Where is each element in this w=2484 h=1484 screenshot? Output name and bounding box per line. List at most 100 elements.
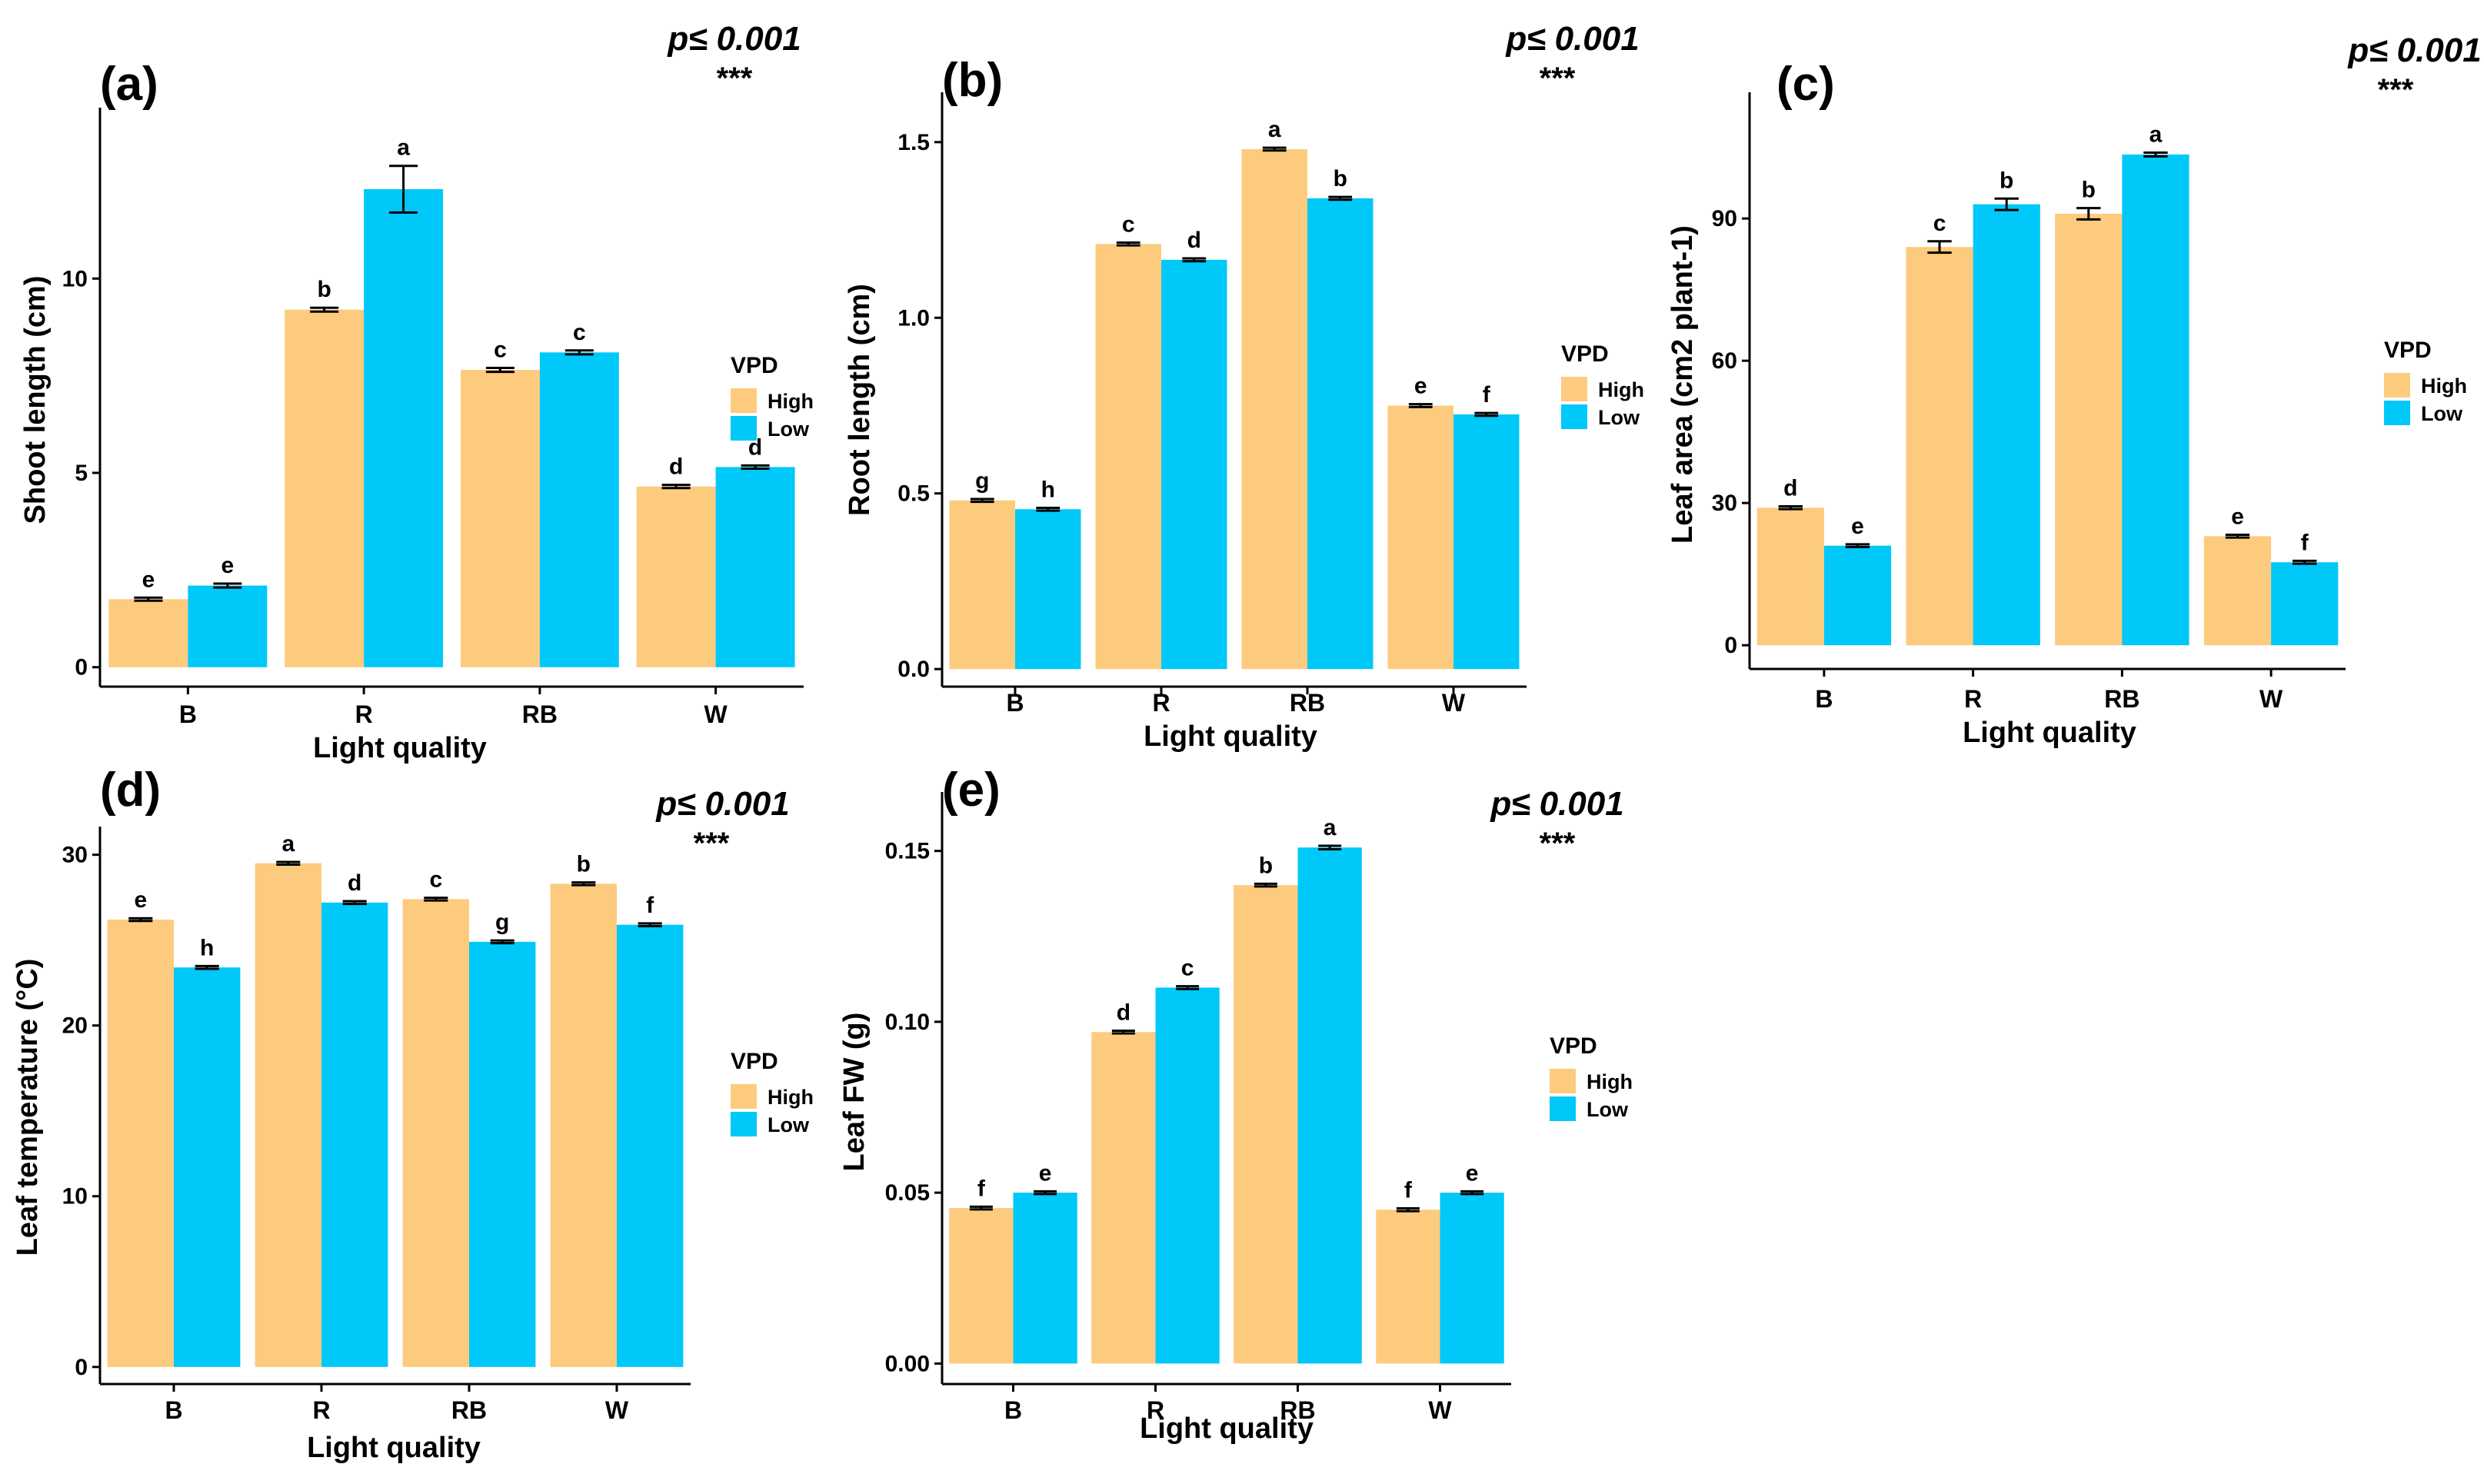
- x-tick-label: W: [1442, 689, 1466, 717]
- legend-label-high: High: [768, 1086, 814, 1109]
- significance-letter: a: [2149, 121, 2163, 147]
- bar-high-r: [1906, 247, 1973, 646]
- bar-high-w: [1387, 405, 1453, 670]
- bar-high-w: [2203, 536, 2272, 646]
- significance-letter: d: [348, 870, 361, 896]
- legend-swatch-high: [731, 388, 757, 413]
- x-tick-label: R: [1147, 1396, 1164, 1424]
- x-tick-label: R: [312, 1396, 330, 1424]
- x-axis-title: Light quality: [313, 732, 487, 764]
- bar-high-rb: [460, 370, 540, 667]
- y-axis-title: Leaf FW (g): [838, 1013, 871, 1172]
- legend-label-high: High: [768, 390, 814, 413]
- panel-label: (d): [100, 764, 161, 817]
- x-tick-label: B: [1815, 685, 1833, 713]
- y-tick-label: 5: [75, 461, 88, 486]
- x-tick-label: RB: [451, 1396, 487, 1424]
- bar-low-rb: [2122, 154, 2189, 646]
- chart-panel-3: d c b e e b a f 0 30 60 90 B R RB W Light quality Leaf ar…: [1667, 32, 2482, 749]
- chart-panel-5: f d b f e c a e 0.00 0.05 0.10 0.15 B R RB W Light quali…: [838, 764, 1633, 1445]
- panel-label: (a): [100, 58, 158, 111]
- y-tick-label: 0: [1724, 633, 1737, 658]
- y-tick-label: 0: [75, 1355, 88, 1380]
- significance-letter: c: [573, 320, 586, 345]
- significance-letter: a: [397, 135, 410, 161]
- significance-letter: f: [2301, 530, 2309, 555]
- x-tick-label: B: [165, 1396, 182, 1424]
- x-axis-title: Light quality: [1144, 720, 1317, 753]
- legend-swatch-low: [1550, 1096, 1576, 1121]
- significance-letter: f: [646, 893, 654, 918]
- x-axis-title: Light quality: [307, 1432, 481, 1464]
- y-tick-label: 0.5: [897, 481, 930, 507]
- bar-high-r: [1091, 1032, 1156, 1364]
- bar-low-r: [364, 189, 444, 667]
- legend-title: VPD: [1561, 341, 1609, 367]
- y-tick-label: 0.0: [897, 657, 930, 682]
- legend-swatch-high: [1550, 1069, 1576, 1093]
- significance-letter: f: [1483, 382, 1491, 408]
- significance-letter: d: [1187, 228, 1201, 253]
- y-axis-title: Leaf temperature (°C): [12, 959, 44, 1256]
- significance-p: p≤ 0.001: [667, 20, 801, 58]
- x-axis-title: Light quality: [1140, 1412, 1314, 1445]
- y-tick-label: 0.15: [885, 839, 930, 864]
- x-tick-label: W: [2259, 685, 2283, 713]
- bar-low-b: [1013, 1193, 1077, 1364]
- significance-p: p≤ 0.001: [2347, 32, 2481, 69]
- legend-title: VPD: [2384, 338, 2432, 363]
- legend-swatch-low: [731, 1112, 757, 1136]
- significance-letter: e: [1851, 514, 1864, 539]
- legend-label-low: Low: [768, 1113, 810, 1136]
- bar-low-rb: [1307, 198, 1374, 670]
- significance-letter: c: [429, 867, 442, 893]
- legend: VPD High Low: [731, 353, 814, 441]
- significance-p: p≤ 0.001: [655, 785, 789, 823]
- x-tick-label: B: [1006, 689, 1024, 717]
- y-tick-label: 30: [1712, 491, 1737, 516]
- bar-low-w: [1453, 414, 1520, 670]
- y-tick-label: 0.10: [885, 1010, 930, 1035]
- x-tick-label: R: [355, 700, 373, 728]
- legend-label-high: High: [1598, 378, 1644, 401]
- bar-low-b: [174, 967, 241, 1367]
- x-tick-label: R: [1964, 685, 1982, 713]
- bar-low-rb: [469, 941, 536, 1367]
- chart-panel-2: g c a e h d b f 0.0 0.5 1.0 1.5 B R RB W Light quality Ro…: [844, 20, 1644, 753]
- chart-panel-1: e b c d e a c d 0 5 10 B R RB W Light quality Shoot leng…: [19, 20, 814, 764]
- bar-low-r: [1155, 987, 1220, 1364]
- legend-swatch-high: [731, 1084, 757, 1109]
- legend-title: VPD: [1550, 1033, 1597, 1059]
- bar-high-b: [107, 920, 174, 1367]
- panel-label: (b): [942, 54, 1003, 107]
- significance-letter: a: [281, 831, 295, 857]
- legend-title: VPD: [731, 1049, 778, 1074]
- x-tick-label: W: [605, 1396, 629, 1424]
- significance-letter: c: [1122, 211, 1135, 237]
- chart-panel-4: e a c b h d g f 0 10 20 30 B R RB W Light quality Leaf te…: [12, 764, 814, 1464]
- y-tick-label: 0: [75, 655, 88, 680]
- significance-letter: b: [1334, 166, 1347, 191]
- legend: VPD High Low: [2384, 338, 2467, 425]
- significance-letter: e: [1466, 1160, 1479, 1186]
- y-tick-label: 20: [62, 1013, 88, 1039]
- bar-high-r: [255, 863, 321, 1367]
- legend-swatch-high: [2384, 373, 2410, 398]
- bar-low-w: [617, 924, 684, 1367]
- bar-high-b: [108, 599, 188, 667]
- significance-letter: d: [669, 454, 683, 480]
- significance-stars: ***: [2378, 73, 2414, 107]
- significance-letter: e: [2231, 504, 2244, 529]
- y-axis-title: Leaf area (cm2 plant-1): [1667, 225, 1699, 544]
- bar-low-rb: [1297, 847, 1362, 1364]
- significance-letter: c: [494, 338, 507, 363]
- x-tick-label: RB: [2104, 685, 2139, 713]
- significance-letter: g: [975, 468, 989, 494]
- x-tick-label: B: [179, 700, 197, 728]
- bar-high-w: [1376, 1209, 1440, 1364]
- significance-letter: f: [1404, 1178, 1413, 1203]
- x-tick-label: RB: [1290, 689, 1325, 717]
- y-tick-label: 10: [62, 1184, 88, 1209]
- significance-letter: d: [1117, 1000, 1130, 1025]
